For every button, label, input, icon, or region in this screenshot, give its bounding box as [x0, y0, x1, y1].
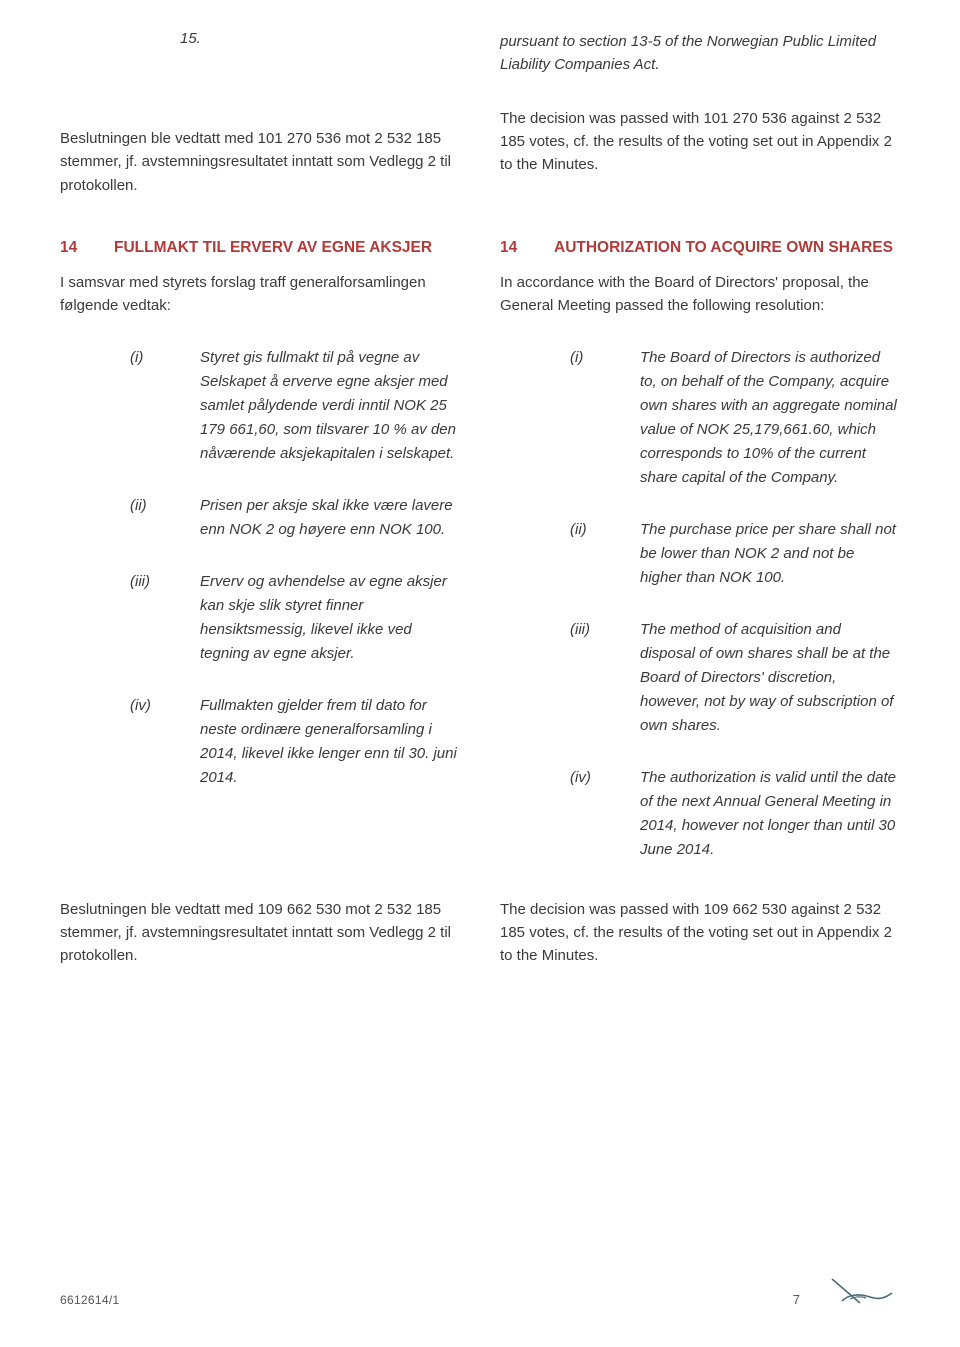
list-item: (ii) Prisen per aksje skal ikke være lav… [60, 494, 460, 542]
closing-left: Beslutningen ble vedtatt med 109 662 530… [60, 898, 460, 968]
prior-item-ref: 15. [60, 30, 460, 47]
section-number: 14 [500, 237, 526, 259]
signature-icon [830, 1271, 900, 1307]
roman-label: (iv) [570, 766, 640, 862]
footer-right: 7 [793, 1271, 900, 1307]
section-intro-right: In accordance with the Board of Director… [500, 271, 900, 318]
section-heading-left: 14 FULLMAKT TIL ERVERV AV EGNE AKSJER [60, 237, 460, 259]
section-title-right: AUTHORIZATION TO ACQUIRE OWN SHARES [554, 237, 893, 259]
spacer [500, 77, 900, 107]
top-left-col: 15. Beslutningen ble vedtatt med 101 270… [60, 30, 460, 207]
section-title-left: FULLMAKT TIL ERVERV AV EGNE AKSJER [114, 237, 432, 259]
closing-right: The decision was passed with 109 662 530… [500, 898, 900, 968]
top-right-col: pursuant to section 13-5 of the Norwegia… [500, 30, 900, 207]
list-item: (iv) Fullmakten gjelder frem til dato fo… [60, 694, 460, 790]
section-number: 14 [60, 237, 86, 259]
list-item: (iv) The authorization is valid until th… [500, 766, 900, 862]
roman-label: (i) [570, 346, 640, 490]
section-intro-left: I samsvar med styrets forslag traff gene… [60, 271, 460, 318]
list-item: (ii) The purchase price per share shall … [500, 518, 900, 590]
section-14-row: 14 FULLMAKT TIL ERVERV AV EGNE AKSJER I … [60, 237, 900, 890]
roman-text-left: Fullmakten gjelder frem til dato for nes… [200, 694, 460, 790]
list-item: (iii) Erverv og avhendelse av egne aksje… [60, 570, 460, 666]
list-item: (i) Styret gis fullmakt til på vegne av … [60, 346, 460, 466]
roman-label: (iv) [130, 694, 200, 790]
roman-text-right: The purchase price per share shall not b… [640, 518, 900, 590]
section-right-col: 14 AUTHORIZATION TO ACQUIRE OWN SHARES I… [500, 237, 900, 890]
roman-label: (ii) [570, 518, 640, 590]
prev-decision-left: Beslutningen ble vedtatt med 101 270 536… [60, 127, 460, 197]
roman-text-left: Erverv og avhendelse av egne aksjer kan … [200, 570, 460, 666]
roman-text-left: Styret gis fullmakt til på vegne av Sels… [200, 346, 460, 466]
list-item: (iii) The method of acquisition and disp… [500, 618, 900, 738]
roman-label: (iii) [570, 618, 640, 738]
closing-row: Beslutningen ble vedtatt med 109 662 530… [60, 898, 900, 978]
prior-item-fragment-right: pursuant to section 13-5 of the Norwegia… [500, 30, 900, 77]
roman-text-right: The authorization is valid until the dat… [640, 766, 900, 862]
section-heading-right: 14 AUTHORIZATION TO ACQUIRE OWN SHARES [500, 237, 900, 259]
page-footer: 6612614/1 7 [60, 1271, 900, 1307]
prev-decision-right: The decision was passed with 101 270 536… [500, 107, 900, 177]
list-item: (i) The Board of Directors is authorized… [500, 346, 900, 490]
spacer [60, 49, 460, 127]
doc-id: 6612614/1 [60, 1293, 119, 1307]
roman-label: (iii) [130, 570, 200, 666]
top-fragment-row: 15. Beslutningen ble vedtatt med 101 270… [60, 30, 900, 207]
roman-label: (ii) [130, 494, 200, 542]
roman-text-left: Prisen per aksje skal ikke være lavere e… [200, 494, 460, 542]
roman-text-right: The Board of Directors is authorized to,… [640, 346, 900, 490]
roman-label: (i) [130, 346, 200, 466]
roman-text-right: The method of acquisition and disposal o… [640, 618, 900, 738]
page-number: 7 [793, 1292, 800, 1307]
section-left-col: 14 FULLMAKT TIL ERVERV AV EGNE AKSJER I … [60, 237, 460, 890]
